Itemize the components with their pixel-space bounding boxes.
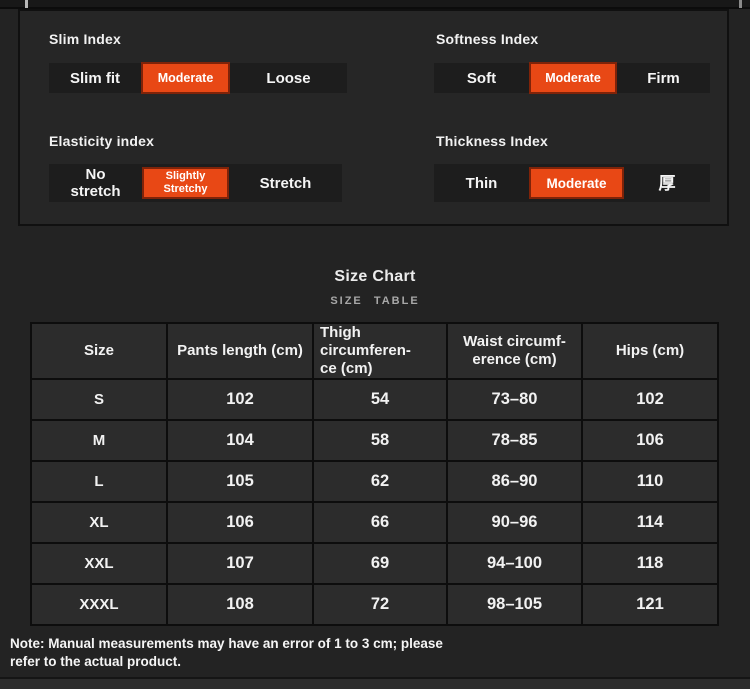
- pants-length-cell: 102: [166, 378, 314, 421]
- size-cell: S: [30, 378, 168, 421]
- size-cell: XXXL: [30, 583, 168, 626]
- pants-length-cell: 105: [166, 460, 314, 503]
- waist-cell: 94–100: [446, 542, 583, 585]
- thickness-option-left: Thin: [465, 174, 498, 192]
- softness-option-right: Firm: [647, 69, 680, 87]
- pants-length-cell: 108: [166, 583, 314, 626]
- table-row: L 105 62 86–90 110: [30, 460, 719, 503]
- slim-option-left: Slim fit: [69, 69, 120, 87]
- hips-cell: 114: [581, 501, 719, 544]
- table-row: S 102 54 73–80 102: [30, 378, 719, 421]
- table-row: M 104 58 78–85 106: [30, 419, 719, 462]
- softness-index-scale: Soft Moderate Firm: [434, 62, 710, 94]
- thickness-option-right: 厚: [658, 173, 676, 193]
- elasticity-option-right: Stretch: [259, 174, 312, 192]
- elasticity-option-left: No stretch: [70, 166, 121, 200]
- hips-cell: 118: [581, 542, 719, 585]
- softness-selected-badge: Moderate: [529, 62, 617, 94]
- col-header-hips: Hips (cm): [581, 322, 719, 380]
- thigh-cell: 58: [312, 419, 448, 462]
- pants-length-cell: 104: [166, 419, 314, 462]
- size-cell: XXL: [30, 542, 168, 585]
- thickness-index-title: Thickness Index: [436, 133, 548, 149]
- hips-cell: 102: [581, 378, 719, 421]
- hips-cell: 121: [581, 583, 719, 626]
- col-header-pants-length: Pants length (cm): [166, 322, 314, 380]
- size-cell: XL: [30, 501, 168, 544]
- size-chart-table: Size Pants length (cm) Thigh circumferen…: [30, 322, 719, 626]
- thickness-selected-badge: Moderate: [529, 167, 624, 199]
- table-header-row: Size Pants length (cm) Thigh circumferen…: [30, 322, 719, 380]
- waist-cell: 78–85: [446, 419, 583, 462]
- size-chart-title: Size Chart: [334, 268, 416, 285]
- pants-length-cell: 106: [166, 501, 314, 544]
- softness-option-left: Soft: [466, 69, 497, 87]
- size-cell: L: [30, 460, 168, 503]
- measurement-note: Note: Manual measurements may have an er…: [10, 636, 443, 669]
- top-right-tick: [739, 0, 742, 8]
- waist-cell: 98–105: [446, 583, 583, 626]
- elasticity-index-title: Elasticity index: [49, 133, 155, 149]
- table-row: XXXL 108 72 98–105 121: [30, 583, 719, 626]
- thickness-index-scale: Thin Moderate 厚: [434, 164, 710, 202]
- thigh-cell: 62: [312, 460, 448, 503]
- col-header-size: Size: [30, 322, 168, 380]
- thigh-cell: 54: [312, 378, 448, 421]
- size-cell: M: [30, 419, 168, 462]
- waist-cell: 73–80: [446, 378, 583, 421]
- thigh-cell: 69: [312, 542, 448, 585]
- col-header-thigh: Thigh circumferen- ce (cm): [312, 322, 448, 380]
- waist-cell: 90–96: [446, 501, 583, 544]
- cropped-top-divider: [0, 0, 750, 9]
- slim-index-scale: Slim fit Moderate Loose: [49, 62, 347, 94]
- elasticity-selected-badge: Slightly Stretchy: [142, 167, 229, 199]
- slim-selected-badge: Moderate: [141, 62, 230, 94]
- size-chart-subtitle: SIZE TABLE: [330, 295, 420, 307]
- hips-cell: 110: [581, 460, 719, 503]
- table-row: XXL 107 69 94–100 118: [30, 542, 719, 585]
- col-header-waist: Waist circumf- erence (cm): [446, 322, 583, 380]
- table-row: XL 106 66 90–96 114: [30, 501, 719, 544]
- waist-cell: 86–90: [446, 460, 583, 503]
- thigh-cell: 66: [312, 501, 448, 544]
- bottom-divider: [0, 677, 750, 689]
- softness-index-title: Softness Index: [436, 31, 539, 47]
- slim-option-right: Loose: [266, 69, 311, 87]
- elasticity-index-scale: No stretch Slightly Stretchy Stretch: [49, 164, 342, 202]
- thigh-cell: 72: [312, 583, 448, 626]
- pants-length-cell: 107: [166, 542, 314, 585]
- hips-cell: 106: [581, 419, 719, 462]
- fabric-index-panel: Slim Index Slim fit Moderate Loose Softn…: [18, 9, 729, 226]
- slim-index-title: Slim Index: [49, 31, 122, 47]
- top-left-tick: [25, 0, 28, 8]
